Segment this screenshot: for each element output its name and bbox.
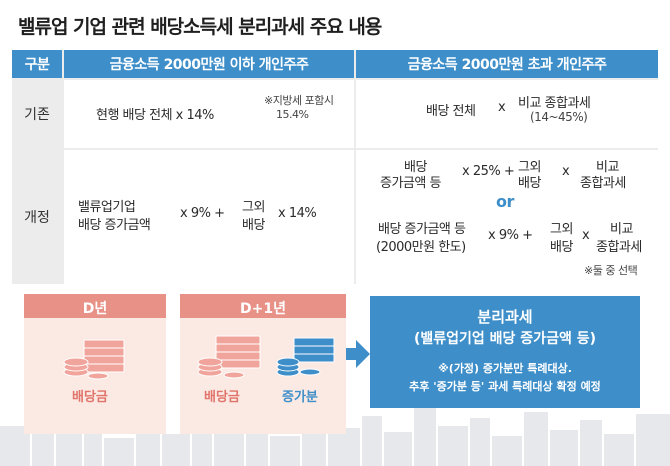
row1-right-a: 배당 전체 [426,104,476,119]
header-left: 금융소득 2000만원 이하 개인주주 [64,50,354,78]
row2-left-b-2: 배당 [242,218,265,233]
opt1-a-1: 배당 [404,160,427,175]
arrow-right-icon [346,340,370,368]
row1-left-note-1: ※지방세 포함시 [264,94,334,107]
opt1-c-2: 종합과세 [580,176,626,191]
row-label-existing: 기존 [24,107,50,123]
opt1-rate: x 25% + [462,164,515,179]
comparison-table: 구분 금융소득 2000만원 이하 개인주주 금융소득 2000만원 초과 개인… [12,50,658,284]
d-plus-1-year-box [180,294,346,434]
page-title: 밸류업 기업 관련 배당소득세 분리과세 주요 내용 [18,16,382,38]
row1-left-note-2: 15.4% [276,108,309,121]
result-title: 분리과세 [477,308,533,326]
row1-right-x: x [498,100,506,115]
money-stack-icon [63,339,125,380]
header-right: 금융소득 2000만원 초과 개인주주 [356,50,658,78]
row2-right-cell: 배당 증가금액 등 x 25% + 그외 배당 x 비교 종합과세 or 배당 … [356,150,658,284]
result-subtitle: (밸류업기업 배당 증가금액 등) [414,331,596,347]
row2-left-a-2: 배당 증가금액 [78,218,151,233]
coin-stack-icon [276,337,335,377]
opt2-b-2: 배당 [550,240,573,255]
opt2-c-1: 비교 [610,222,633,237]
opt1-a-2: 증가금액 등 [380,176,441,191]
d-year-label: 배당금 [72,390,108,405]
row2-left-a-1: 밸류업기업 [78,200,136,215]
row2-left-rate: x 9% + [180,206,225,221]
result-note-2: 추후 '증가분 등' 과세 특례대상 확정 예정 [409,380,601,393]
header-category: 구분 [12,50,62,78]
result-note-1: ※(가정) 증가분만 특례대상. [438,362,572,375]
opt2-c-2: 종합과세 [596,240,642,255]
row1-right-cell: 배당 전체 x 비교 종합과세 (14~45%) [356,80,658,148]
money-stack-icon [197,335,261,379]
opt1-b-2: 배당 [518,176,541,191]
choice-note: ※둘 중 선택 [584,264,638,277]
row2-left-b-1: 그외 [242,200,265,215]
opt2-a-1: 배당 증가금액 등 [378,222,466,237]
opt2-b-1: 그외 [550,222,573,237]
opt2-rate: x 9% + [488,228,533,243]
d-plus-1-label-increase: 증가분 [282,390,318,405]
or-separator: or [496,192,514,211]
separate-taxation-box: 분리과세 (밸류업기업 배당 증가금액 등) ※(가정) 증가분만 특례대상. … [370,296,640,408]
row-label-revised: 개정 [24,210,50,226]
city-skyline-illustration [0,406,670,466]
d-year-title: D년 [82,301,108,317]
d-plus-1-label-dividend: 배당금 [204,390,240,405]
row1-left-main: 현행 배당 전체 x 14% [96,108,214,123]
row1-right-b-2: (14~45%) [530,110,588,124]
row1-right-b-1: 비교 종합과세 [518,96,591,111]
row1-left-cell: 현행 배당 전체 x 14% ※지방세 포함시 15.4% [64,80,354,148]
d-year-box [24,294,166,434]
row2-left-rate2: x 14% [278,206,317,221]
row2-left-cell: 밸류업기업 배당 증가금액 x 9% + 그외 배당 x 14% [64,150,354,284]
opt1-x: x [562,164,570,179]
opt2-x: x [582,228,590,243]
opt1-c-1: 비교 [596,160,619,175]
d-plus-1-year-title: D+1년 [240,301,286,317]
opt1-b-1: 그외 [518,160,541,175]
opt2-a-2: (2000만원 한도) [376,240,466,255]
